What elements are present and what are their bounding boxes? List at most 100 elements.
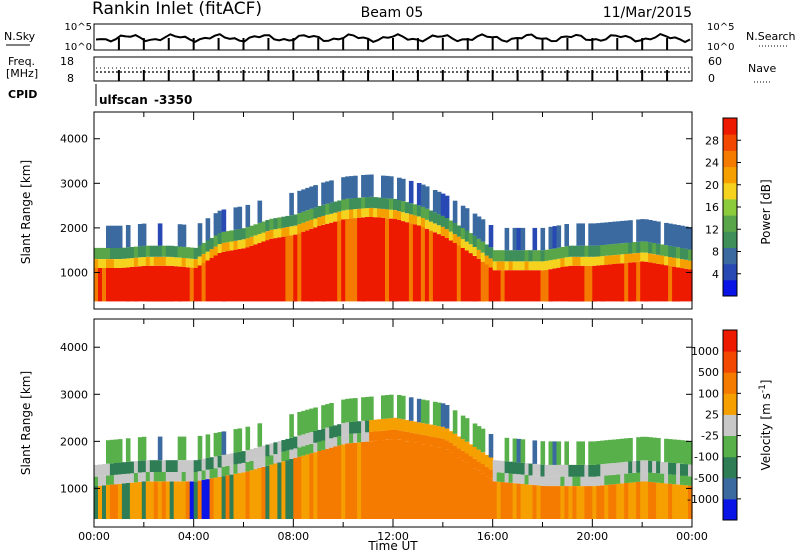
velocity-range-cell	[257, 468, 263, 519]
velocity-range-cell	[660, 473, 665, 483]
power-range-cell	[512, 227, 518, 251]
velocity-range-cell	[393, 429, 398, 439]
power-range-cell	[265, 231, 270, 241]
power-range-cell	[644, 219, 649, 242]
power-range-cell	[620, 263, 625, 302]
power-range-cell	[189, 267, 195, 302]
velocity-range-cell	[329, 426, 334, 439]
velocity-range-cell	[193, 471, 199, 482]
power-range-cell	[420, 227, 426, 302]
power-range-cell	[285, 227, 290, 236]
power-ytick-label: 1000	[60, 266, 88, 279]
velocity-range-cell	[416, 434, 422, 444]
power-range-cell	[161, 256, 167, 266]
power-range-cell	[329, 180, 334, 203]
power-range-cell	[604, 222, 609, 245]
power-range-cell	[592, 256, 597, 266]
power-range-cell	[157, 256, 163, 266]
power-range-cell	[98, 247, 103, 259]
velocity-colorbar-tick: -100	[694, 451, 719, 464]
velocity-range-cell	[253, 459, 259, 470]
power-range-cell	[117, 268, 123, 302]
velocity-range-cell	[197, 435, 203, 460]
velocity-range-cell	[321, 440, 326, 450]
velocity-range-cell	[365, 441, 370, 519]
velocity-colorbar-segment	[723, 330, 737, 352]
power-range-cell	[628, 220, 633, 243]
velocity-range-cell	[157, 436, 163, 461]
velocity-range-cell	[189, 481, 195, 519]
velocity-range-cell	[416, 398, 422, 423]
velocity-colorbar-segment	[723, 414, 737, 436]
power-range-cell	[588, 256, 593, 266]
velocity-range-cell	[153, 460, 159, 472]
velocity-range-cell	[157, 460, 163, 472]
velocity-range-cell	[385, 439, 390, 519]
power-range-cell	[640, 219, 645, 242]
velocity-range-cell	[185, 481, 191, 519]
power-range-cell	[157, 265, 163, 302]
velocity-range-cell	[325, 404, 330, 428]
velocity-range-cell	[305, 454, 310, 519]
velocity-colorbar-tick: 25	[705, 408, 719, 421]
power-range-cell	[512, 261, 518, 271]
power-range-cell	[500, 250, 506, 262]
velocity-range-cell	[357, 433, 362, 443]
power-range-cell	[432, 223, 438, 233]
power-range-cell	[273, 238, 278, 302]
velocity-range-cell	[313, 452, 318, 519]
velocity-range-cell	[385, 430, 390, 440]
velocity-range-cell	[177, 460, 183, 472]
power-range-cell	[341, 219, 346, 302]
velocity-range-cell	[333, 425, 338, 438]
velocity-range-cell	[129, 461, 135, 474]
velocity-range-cell	[301, 446, 306, 456]
power-range-cell	[624, 262, 629, 302]
power-range-cell	[668, 265, 673, 302]
time-tick-label: 00:00	[78, 530, 110, 543]
velocity-range-cell	[349, 398, 354, 422]
velocity-range-cell	[452, 410, 458, 434]
velocity-range-cell	[341, 444, 346, 519]
velocity-range-cell	[405, 431, 410, 442]
velocity-range-cell	[624, 483, 629, 519]
power-range-cell	[349, 209, 354, 219]
velocity-range-cell	[106, 463, 111, 476]
power-range-cell	[528, 250, 534, 262]
velocity-range-cell	[636, 472, 641, 482]
power-range-cell	[648, 262, 653, 302]
velocity-range-cell	[468, 465, 474, 519]
power-range-cell	[321, 224, 326, 302]
velocity-range-cell	[389, 394, 394, 419]
power-range-cell	[548, 249, 554, 261]
velocity-range-cell	[305, 433, 310, 446]
power-range-cell	[532, 261, 538, 271]
power-range-cell	[412, 224, 418, 302]
power-range-cell	[576, 245, 581, 257]
beam-label: Beam 05	[361, 5, 424, 21]
power-range-cell	[213, 235, 219, 247]
velocity-range-cell	[241, 472, 247, 519]
velocity-range-cell	[257, 458, 263, 468]
velocity-range-cell	[277, 452, 282, 463]
power-range-cell	[660, 264, 665, 302]
power-range-cell	[408, 180, 414, 204]
velocity-colorbar-tick: -25	[701, 430, 719, 443]
velocity-range-cell	[373, 431, 378, 441]
power-range-cell	[309, 186, 314, 209]
velocity-range-cell	[145, 481, 151, 519]
velocity-range-cell	[600, 475, 605, 486]
velocity-range-cell	[584, 476, 589, 486]
velocity-range-cell	[233, 429, 239, 453]
velocity-ytick-label: 2000	[60, 435, 88, 448]
freq-panel	[93, 56, 693, 82]
power-range-cell	[257, 242, 263, 302]
power-range-cell	[145, 256, 151, 266]
power-range-cell	[508, 270, 514, 302]
velocity-range-cell	[337, 436, 342, 446]
velocity-range-cell	[293, 448, 298, 458]
power-range-cell	[313, 227, 318, 302]
power-range-cell	[353, 198, 358, 210]
velocity-range-cell	[492, 471, 498, 482]
velocity-range-cell	[117, 474, 123, 484]
